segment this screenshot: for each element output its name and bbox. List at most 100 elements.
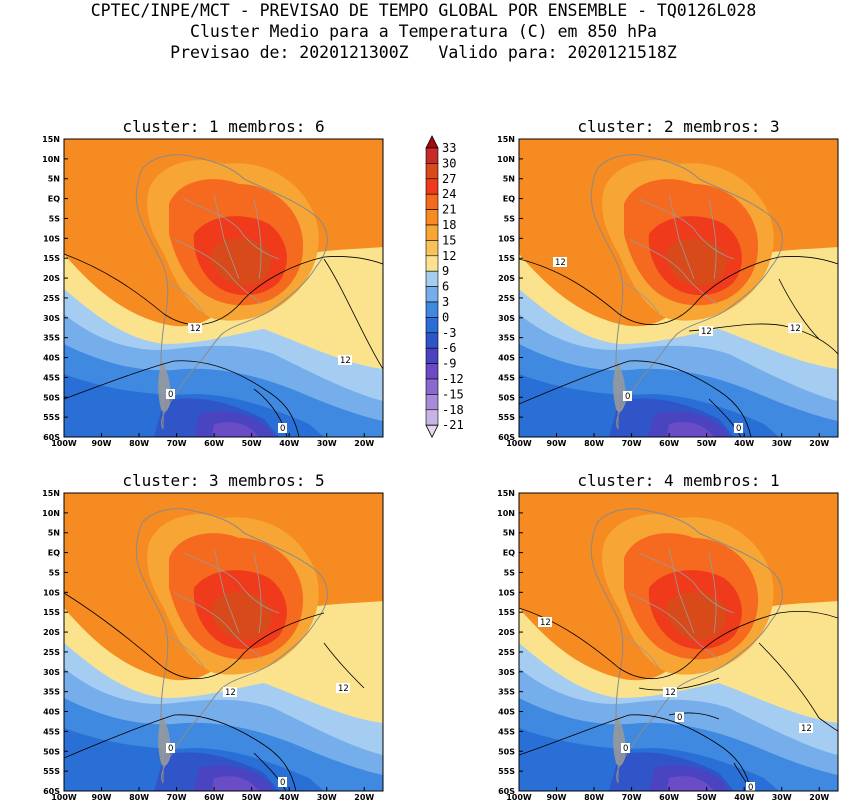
colorbar-swatch <box>425 409 439 426</box>
lat-tick-label: 50S <box>43 747 60 756</box>
lat-tick-label: 20S <box>498 274 515 283</box>
lat-tick-label: 55S <box>43 413 60 422</box>
lon-tick-label: 40W <box>734 439 754 448</box>
lat-tick-label: 15N <box>497 135 515 144</box>
lat-tick-label: 10S <box>43 234 60 243</box>
lat-tick-label: 40S <box>498 708 515 717</box>
country-border <box>173 238 263 305</box>
country-border <box>618 278 660 315</box>
country-border <box>253 198 262 280</box>
contour-line <box>64 592 325 679</box>
contour-label-bg <box>223 687 237 697</box>
map-field: 12 12 12 0 0 0 <box>519 493 838 791</box>
colorbar-swatch <box>425 240 439 257</box>
lat-tick-label: 5N <box>503 175 515 184</box>
lat-tick-label: 35S <box>43 688 60 697</box>
colorbar-swatch <box>425 363 439 380</box>
colorbar-label: 21 <box>442 203 456 217</box>
contour-line <box>519 256 838 325</box>
map-field: 12 12 12 0 0 <box>519 139 838 437</box>
lat-tick-label: 40S <box>43 708 60 717</box>
colorbar-swatch <box>425 301 439 318</box>
contour-line <box>519 607 838 679</box>
map-frame <box>63 138 384 438</box>
lat-tick-label: 15S <box>43 254 60 263</box>
lat-tick-label: 10S <box>498 234 515 243</box>
colorbar-label: 6 <box>442 280 449 294</box>
colorbar-label: 33 <box>442 141 456 155</box>
lon-tick-label: 80W <box>584 793 604 802</box>
colorbar-label: 12 <box>442 249 456 263</box>
colorbar-bottom-arrow <box>425 424 439 439</box>
colorbar-label: 9 <box>442 264 449 278</box>
lat-tick-label: EQ <box>48 549 60 558</box>
contour-line <box>758 642 838 732</box>
lon-tick-label: 100W <box>506 793 532 802</box>
colorbar-swatch <box>425 332 439 349</box>
map-field: 12 12 0 0 <box>64 493 383 791</box>
colorbar-swatch <box>425 193 439 210</box>
colorbar-swatch <box>425 270 439 287</box>
contour-label-bg <box>675 712 684 722</box>
contour-label: 12 <box>190 324 201 334</box>
lon-tick-label: 90W <box>547 793 567 802</box>
lon-tick-label: 30W <box>317 439 337 448</box>
lat-tick-label: 45S <box>43 373 60 382</box>
lat-tick-label: 35S <box>498 334 515 343</box>
lon-tick-label: 30W <box>772 793 792 802</box>
lon-tick-label: 90W <box>92 793 112 802</box>
contour-line <box>253 388 288 437</box>
lat-tick-label: 35S <box>498 688 515 697</box>
lon-tick-label: 80W <box>129 793 149 802</box>
lon-tick-label: 60W <box>204 439 224 448</box>
colorbar-swatch <box>425 209 439 226</box>
contour-label-bg <box>746 782 755 791</box>
andes-terrain <box>158 715 171 766</box>
lat-tick-label: 45S <box>498 727 515 736</box>
contour-label: 0 <box>168 390 173 400</box>
panel-title: cluster: 1 membros: 6 <box>122 117 324 136</box>
lat-tick-label: 5N <box>48 529 60 538</box>
lat-tick-label: 5S <box>504 568 516 577</box>
colorbar-label: -21 <box>442 418 464 432</box>
temperature-band <box>667 776 714 791</box>
lon-tick-label: 20W <box>354 793 374 802</box>
contour-label: 0 <box>168 744 173 754</box>
colorbar-swatch <box>425 178 439 195</box>
lon-tick-label: 70W <box>167 793 187 802</box>
lat-tick-label: 30S <box>43 668 60 677</box>
map-panel-cluster-4: 12 12 12 0 0 0 cluster: 4 membros: 1 15N 10N 5N EQ… <box>497 471 839 802</box>
lat-tick-label: 10N <box>497 155 515 164</box>
lon-tick-label: 70W <box>622 439 642 448</box>
colorbar-swatch <box>425 347 439 364</box>
contour-label-bg <box>699 326 713 336</box>
colorbar-swatch <box>425 378 439 395</box>
lat-tick-label: 5S <box>504 214 516 223</box>
figure-title-line-3: Previsao de: 2020121300Z Valido para: 20… <box>170 43 677 62</box>
colorbar-label: -6 <box>442 341 456 355</box>
country-border <box>163 632 205 669</box>
figure-title-line-1: CPTEC/INPE/MCT - PREVISAO DE TEMPO GLOBA… <box>90 1 757 20</box>
country-border <box>628 238 718 305</box>
lon-tick-label: 50W <box>242 793 262 802</box>
contour-label-bg <box>623 391 632 401</box>
lon-tick-label: 40W <box>279 439 299 448</box>
lat-tick-label: 10N <box>497 509 515 518</box>
contour-label-bg <box>336 683 350 693</box>
contour-line <box>64 714 297 791</box>
lat-tick-label: 60S <box>43 787 60 796</box>
panel-title: cluster: 3 membros: 5 <box>122 471 324 490</box>
contour-label: 0 <box>280 778 285 788</box>
lat-tick-label: 55S <box>43 767 60 776</box>
contour-label: 0 <box>623 744 628 754</box>
lon-tick-label: 70W <box>622 793 642 802</box>
colorbar-label: -15 <box>442 387 464 401</box>
lat-tick-label: 20S <box>498 628 515 637</box>
contour-line <box>778 278 820 340</box>
temperature-band <box>211 592 272 640</box>
lat-tick-label: 25S <box>43 648 60 657</box>
lat-tick-label: 20S <box>43 274 60 283</box>
lat-tick-label: 60S <box>43 433 60 442</box>
